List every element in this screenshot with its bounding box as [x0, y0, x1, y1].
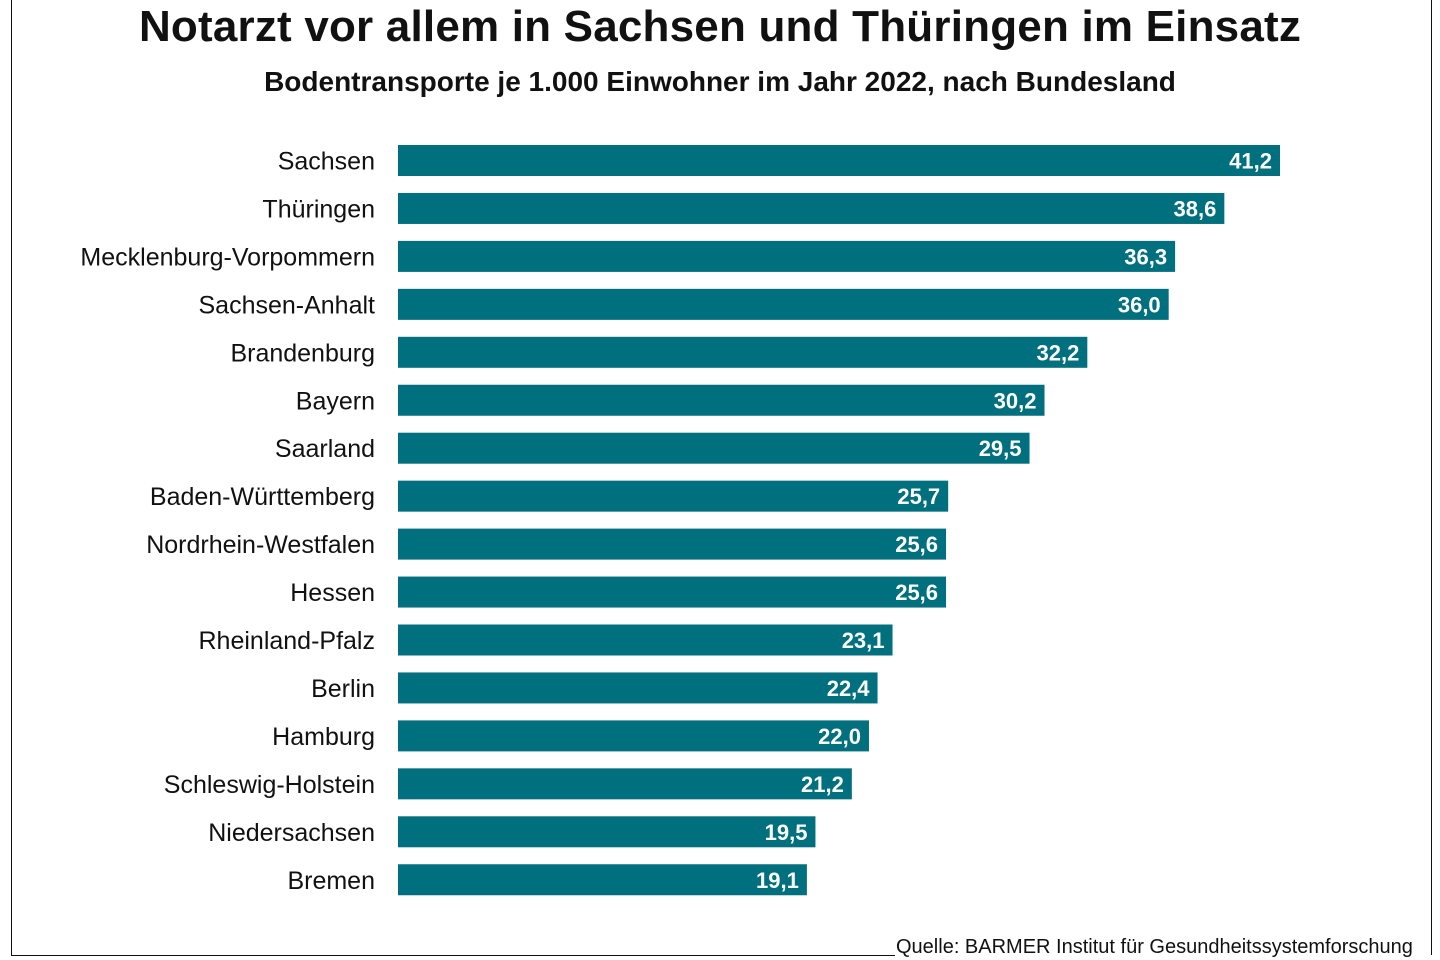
bar-value-label: 29,5 — [979, 436, 1022, 461]
category-label: Hessen — [290, 579, 375, 607]
bar — [398, 864, 807, 896]
frame-left-border — [11, 0, 12, 955]
bar — [398, 768, 852, 800]
bar — [398, 145, 1280, 176]
category-label: Nordrhein-Westfalen — [146, 531, 375, 559]
bar — [398, 672, 878, 704]
bar — [398, 480, 949, 512]
category-label: Sachsen — [278, 148, 375, 176]
bar — [398, 432, 1030, 464]
bar-value-label: 30,2 — [994, 388, 1037, 413]
category-label: Hamburg — [272, 723, 375, 751]
category-label: Bremen — [287, 867, 375, 895]
category-label: Mecklenburg-Vorpommern — [80, 243, 375, 271]
bar-value-label: 19,1 — [756, 868, 799, 893]
category-label: Niedersachsen — [208, 819, 375, 847]
chart-subtitle: Bodentransporte je 1.000 Einwohner im Ja… — [264, 66, 1176, 97]
bar-value-label: 38,6 — [1174, 196, 1217, 221]
category-label: Baden-Württemberg — [150, 483, 375, 511]
category-label: Rheinland-Pfalz — [199, 627, 376, 655]
source-note: Quelle: BARMER Institut für Gesundheitss… — [896, 936, 1413, 958]
chart-title: Notarzt vor allem in Sachsen und Thüring… — [138, 2, 1302, 51]
bar-value-label: 22,4 — [827, 676, 871, 701]
bar — [398, 720, 869, 752]
bar — [398, 336, 1088, 368]
bar-value-label: 41,2 — [1229, 149, 1272, 174]
category-label: Berlin — [311, 675, 375, 703]
bar-value-label: 36,3 — [1124, 244, 1167, 269]
bar-value-label: 36,0 — [1118, 292, 1161, 317]
bar — [398, 816, 816, 848]
bar-value-label: 25,6 — [895, 532, 938, 557]
bar — [398, 528, 947, 560]
bar-value-label: 25,7 — [897, 484, 940, 509]
bar-value-label: 22,0 — [818, 724, 861, 749]
frame-right-border — [1431, 0, 1432, 955]
bar — [398, 192, 1225, 224]
bar — [398, 576, 947, 608]
bar-value-label: 25,6 — [895, 580, 938, 605]
bar — [398, 240, 1176, 272]
bar — [398, 384, 1045, 416]
category-label: Saarland — [275, 435, 375, 463]
category-label: Sachsen-Anhalt — [198, 291, 375, 319]
bar — [398, 624, 893, 656]
category-label: Brandenburg — [230, 339, 375, 367]
bar-value-label: 32,2 — [1037, 340, 1080, 365]
category-label: Bayern — [296, 387, 375, 415]
bar — [398, 288, 1169, 320]
bar-value-label: 21,2 — [801, 772, 844, 797]
category-label: Thüringen — [262, 195, 375, 223]
bar-value-label: 23,1 — [842, 628, 885, 653]
frame-bottom-border — [11, 955, 895, 956]
bar-value-label: 19,5 — [765, 820, 808, 845]
category-label: Schleswig-Holstein — [164, 771, 375, 799]
